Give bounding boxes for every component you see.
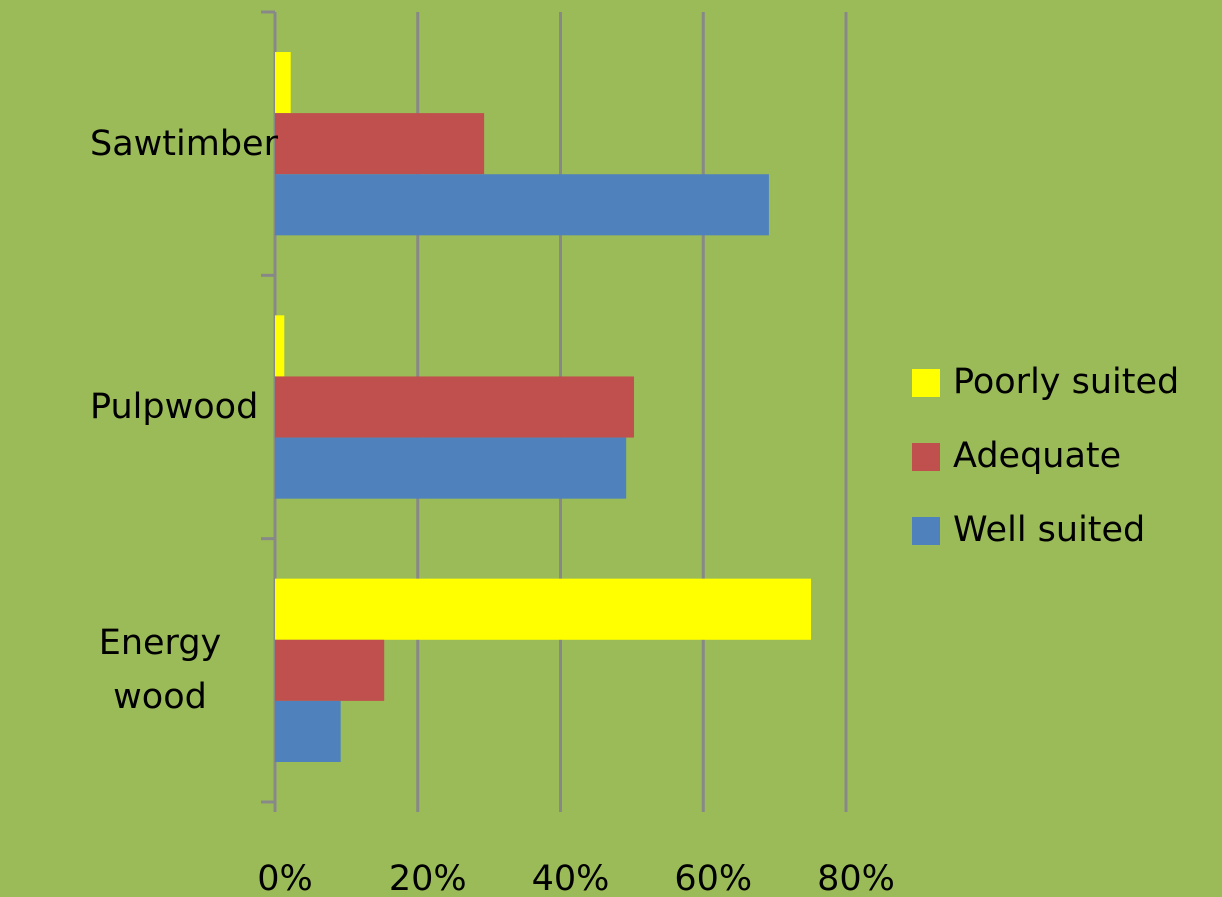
x-tick-label: 0% [257,859,313,897]
x-tick-label: 40% [532,859,610,897]
y-tick-label: Pulpwood [90,387,259,427]
bar [275,639,385,701]
bar [275,113,485,175]
bar [275,52,291,114]
legend-swatch [912,517,940,545]
bar [275,174,769,236]
legend-swatch [912,443,940,471]
x-tick-label: 20% [389,859,467,897]
bar [275,376,635,438]
y-tick-label: Energy wood [98,623,222,718]
bar [275,437,627,499]
x-tick-label: 60% [674,859,752,897]
y-tick-label: Sawtimber [90,123,278,164]
legend-label: Well suited [953,510,1145,550]
bar [275,700,341,762]
bar [275,578,812,640]
legend-label: Poorly suited [953,362,1179,402]
bar [275,315,285,377]
legend-label: Adequate [953,436,1121,476]
x-tick-label: 80% [817,859,895,897]
legend-swatch [912,369,940,397]
